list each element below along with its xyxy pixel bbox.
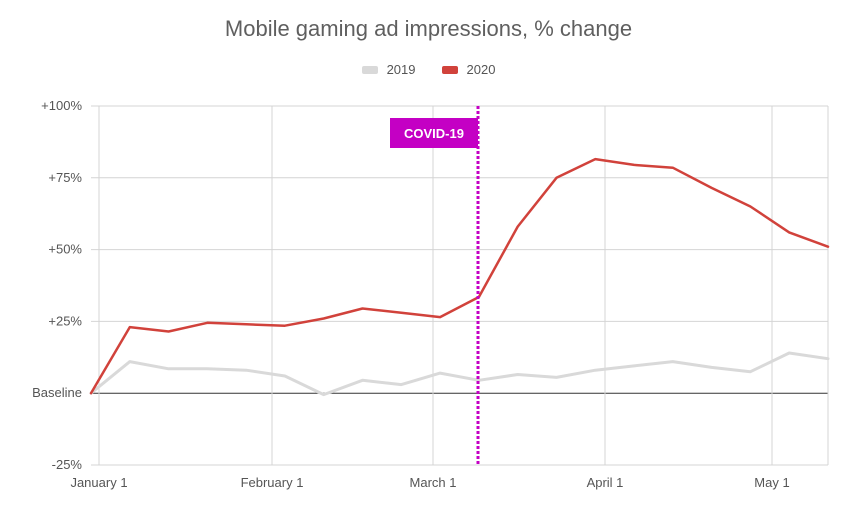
legend-item-2020[interactable]: 2020 — [441, 62, 496, 77]
y-tick-label: +100% — [41, 98, 82, 113]
x-tick-label: May 1 — [754, 475, 789, 490]
x-tick-label: March 1 — [410, 475, 457, 490]
y-tick-label: +50% — [48, 242, 82, 257]
annotation-layer: COVID-19 — [390, 106, 480, 465]
y-tick-label: +75% — [48, 170, 82, 185]
y-tick-label: +25% — [48, 313, 82, 328]
grid-layer — [91, 105, 829, 466]
series-line-2019 — [89, 351, 830, 397]
covid-label-box — [390, 118, 478, 148]
legend-label-2019: 2019 — [386, 62, 416, 77]
covid-label: COVID-19 — [404, 126, 464, 141]
legend-label-2020: 2020 — [466, 62, 496, 77]
x-tick-label: January 1 — [70, 475, 127, 490]
x-tick-label: April 1 — [587, 475, 624, 490]
axis-labels: +100% +75% +50% +25% Baseline -25% January 1 Fe… — [32, 98, 790, 490]
series-layer — [89, 157, 830, 397]
legend: 2019 2020 — [0, 62, 857, 77]
legend-item-2019[interactable]: 2019 — [361, 62, 416, 77]
legend-swatch-2019 — [361, 65, 378, 74]
legend-swatch-2020 — [441, 65, 458, 74]
x-tick-label: February 1 — [241, 475, 304, 490]
chart-title: Mobile gaming ad impressions, % change — [224, 16, 633, 41]
y-tick-label: -25% — [52, 457, 83, 472]
y-tick-label: Baseline — [32, 385, 82, 400]
series-line-2020 — [89, 157, 830, 395]
